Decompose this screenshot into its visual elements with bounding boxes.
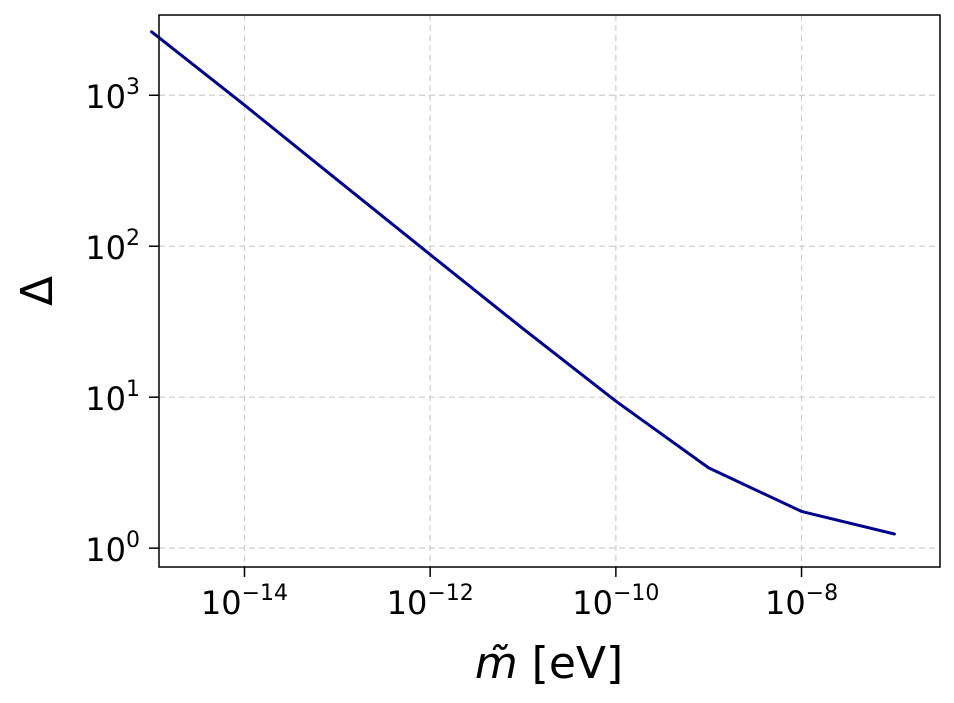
- y-tick-base: 10: [85, 380, 126, 418]
- x-tick-label: 10−8: [765, 581, 838, 622]
- x-tick-label: 10−10: [572, 581, 659, 622]
- y-tick-exponent: 3: [126, 75, 140, 100]
- y-tick-label: 102: [85, 226, 140, 267]
- x-tick-label: 10−14: [201, 581, 288, 622]
- x-axis-label: m̃ [eV]: [475, 638, 623, 689]
- plot-frame: [158, 14, 941, 568]
- y-tick-label: 101: [85, 377, 140, 418]
- y-tick-exponent: 0: [126, 528, 140, 553]
- y-axis-label: Δ: [12, 276, 63, 306]
- y-tick-label: 100: [85, 528, 140, 569]
- y-tick-base: 10: [85, 531, 126, 569]
- x-tick-label: 10−12: [387, 581, 474, 622]
- x-tick-exponent: −12: [427, 581, 473, 606]
- y-tick-base: 10: [85, 229, 126, 267]
- y-tick-exponent: 2: [126, 226, 140, 251]
- y-tick-exponent: 1: [126, 377, 140, 402]
- y-tick-label: 103: [85, 75, 140, 116]
- series-line: [150, 30, 896, 536]
- x-tick-base: 10: [572, 584, 613, 622]
- series-layer: [150, 30, 896, 536]
- x-tick-exponent: −8: [806, 581, 838, 606]
- x-tick-exponent: −10: [613, 581, 659, 606]
- x-tick-base: 10: [765, 584, 806, 622]
- x-axis-symbol: m̃: [475, 638, 518, 689]
- y-tick-base: 10: [85, 78, 126, 116]
- x-axis-unit: [eV]: [518, 638, 624, 689]
- x-tick-exponent: −14: [242, 581, 288, 606]
- x-tick-base: 10: [387, 584, 428, 622]
- x-tick-base: 10: [201, 584, 242, 622]
